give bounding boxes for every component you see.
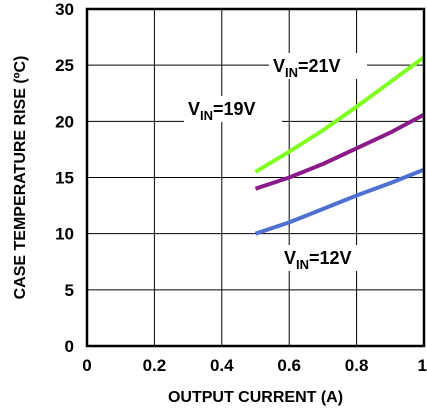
series-label-vin-19v: VIN=19V — [184, 96, 282, 123]
x-tick-label: 0 — [82, 356, 91, 375]
y-tick-label: 10 — [55, 225, 74, 244]
series-label-vin-21v: VIN=21V — [269, 53, 367, 80]
series-label-text: VIN=21V — [273, 56, 341, 80]
x-tick-label: 1 — [418, 356, 427, 375]
series-line-vin-12v — [254, 167, 425, 236]
x-axis-label: OUTPUT CURRENT (A) — [168, 389, 343, 406]
x-tick-label: 0.4 — [210, 356, 234, 375]
series-line-vin-21v — [254, 55, 426, 174]
y-axis-label: CASE TEMPERATURE RISE (ºC) — [12, 56, 29, 300]
y-tick-label: 0 — [65, 337, 74, 356]
series-label-text: VIN=12V — [284, 248, 352, 272]
series-labels: VIN=21V VIN=19V VIN=12V — [184, 53, 378, 272]
series-label-text: VIN=19V — [188, 99, 256, 123]
label-background — [280, 245, 378, 271]
y-tick-label: 15 — [55, 169, 74, 188]
label-background — [269, 53, 367, 79]
x-tick-label: 0.6 — [277, 356, 301, 375]
y-tick-label: 20 — [55, 112, 74, 131]
x-tick-labels: 0 0.2 0.4 0.6 0.8 1 — [82, 356, 427, 375]
series-line-vin-19v — [254, 112, 425, 191]
x-tick-label: 0.8 — [345, 356, 369, 375]
y-tick-labels: 0 5 10 15 20 25 30 — [55, 0, 74, 356]
plot-frame — [85, 7, 426, 348]
series-lines — [254, 55, 426, 236]
y-tick-label: 30 — [55, 0, 74, 19]
grid-lines — [86, 8, 425, 347]
y-tick-label: 5 — [65, 281, 74, 300]
series-label-vin-12v: VIN=12V — [280, 245, 378, 272]
x-tick-label: 0.2 — [143, 356, 167, 375]
y-tick-label: 25 — [55, 56, 74, 75]
label-background — [184, 96, 282, 122]
